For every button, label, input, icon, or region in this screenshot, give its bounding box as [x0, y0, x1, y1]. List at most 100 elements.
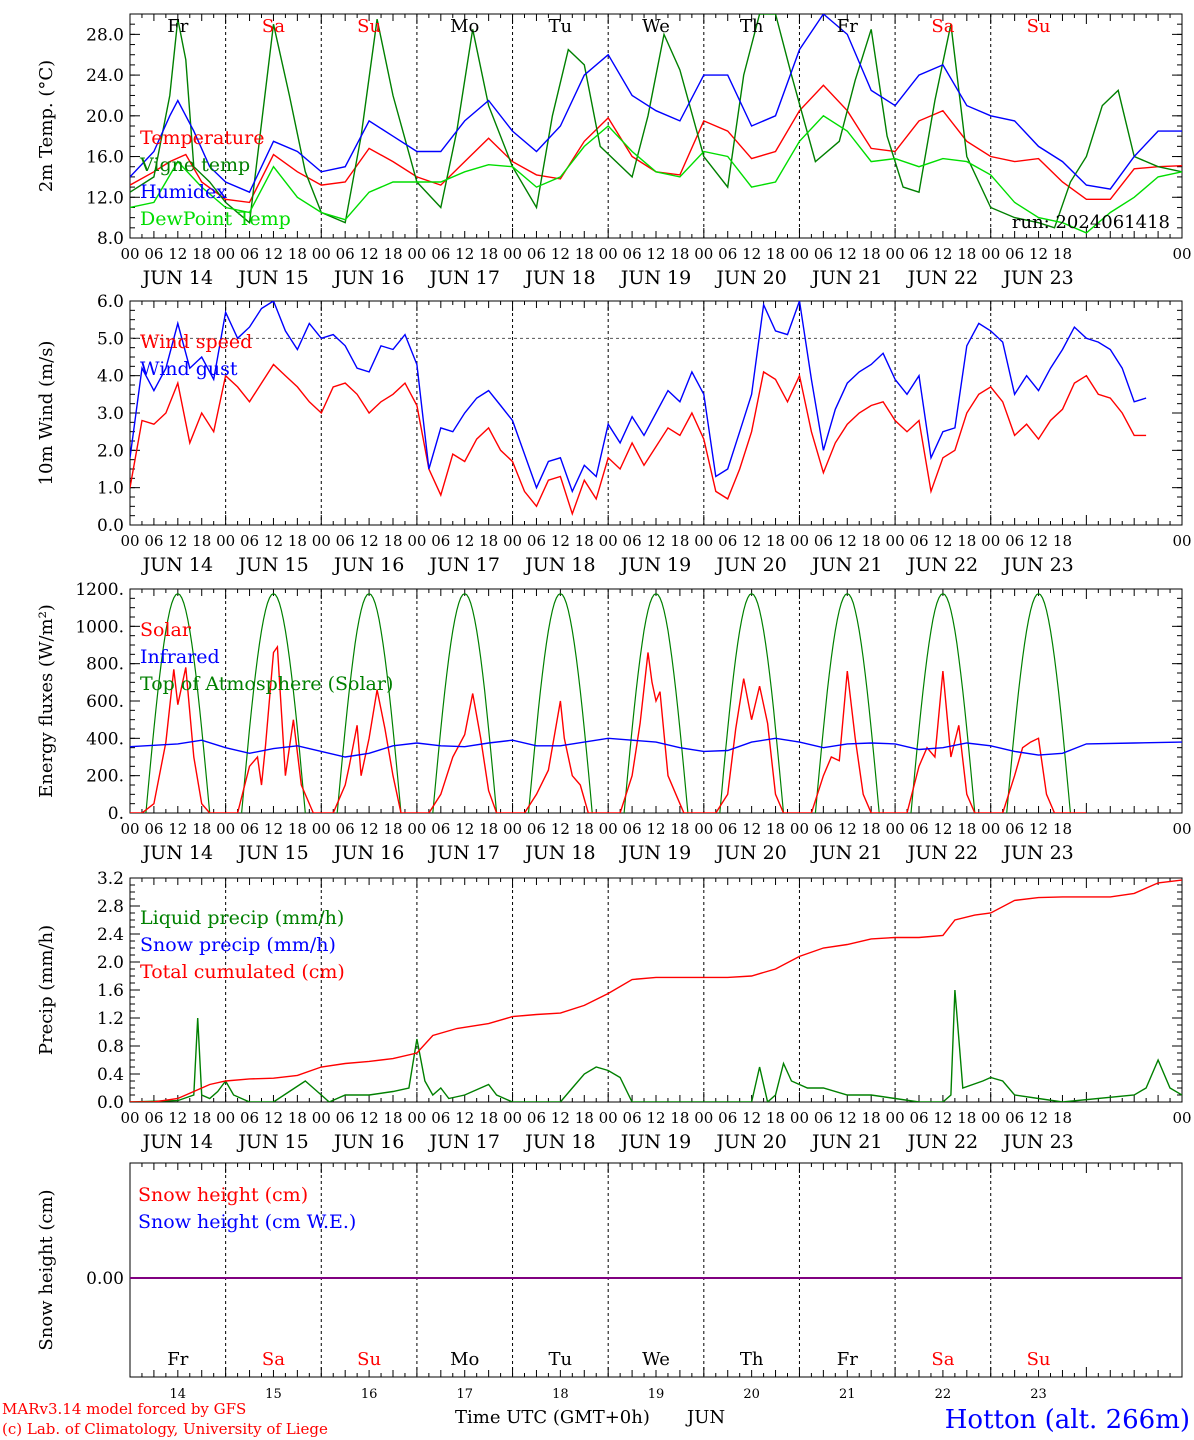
hour-tick-label: 06	[240, 532, 259, 550]
series-temperature	[130, 84, 1182, 204]
hour-tick-label: 06	[336, 532, 355, 550]
hour-tick-label: 12	[455, 245, 474, 263]
hour-tick-label: 06	[144, 1109, 163, 1127]
hour-tick-label: 06	[718, 820, 737, 838]
legend-entry: Wind gust	[140, 358, 238, 380]
hour-tick-label: 18	[192, 245, 211, 263]
day-number: 18	[552, 1387, 569, 1402]
day-name: Fr	[167, 1349, 188, 1370]
hour-tick-label: 18	[957, 1109, 976, 1127]
y-tick-label: 3.2	[97, 869, 124, 889]
day-name: Tu	[549, 1349, 573, 1370]
hour-tick-label: 00	[503, 245, 522, 263]
day-name: Fr	[837, 1349, 858, 1370]
series-group	[130, 301, 1147, 516]
y-tick-label: 4.0	[97, 367, 124, 387]
date-label: JUN 20	[714, 1131, 786, 1153]
hour-tick-label: 06	[431, 1109, 450, 1127]
hour-tick-label: 12	[168, 820, 187, 838]
hour-tick-label: 06	[144, 245, 163, 263]
y-tick-label: 2.0	[97, 953, 124, 973]
day-name: Fr	[837, 16, 858, 37]
hour-tick-label: 00	[790, 1109, 809, 1127]
y-tick-label: 0.	[108, 804, 124, 824]
hour-tick-label: 18	[575, 532, 594, 550]
day-number: 23	[1030, 1387, 1047, 1402]
hour-tick-label: 06	[240, 1109, 259, 1127]
hour-tick-label: 06	[527, 1109, 546, 1127]
hour-tick-label: 18	[479, 820, 498, 838]
day-number: 20	[743, 1387, 760, 1402]
date-label: JUN 16	[332, 842, 404, 864]
date-label: JUN 17	[427, 1131, 499, 1153]
date-label: JUN 18	[523, 267, 595, 289]
y-axis-title: 10m Wind (m/s)	[36, 341, 57, 486]
hour-tick-label: 18	[383, 1109, 402, 1127]
legend-entry: Liquid precip (mm/h)	[140, 907, 344, 929]
hour-tick-label: 18	[862, 532, 881, 550]
y-axis-title: Snow height (cm)	[36, 1189, 57, 1350]
panels: 8.0 12.0 16.0 20.0 24.0 28.0 2m Temp. (°C) Temp…	[36, 13, 1192, 1402]
hour-tick-label: 00	[216, 820, 235, 838]
hour-tick-label: 18	[670, 1109, 689, 1127]
day-name: Su	[1027, 1349, 1051, 1370]
hour-tick-label: 00	[694, 820, 713, 838]
y-tick-label: 1.2	[97, 1009, 124, 1029]
hour-tick-label: 18	[479, 1109, 498, 1127]
hour-tick-label: 18	[957, 532, 976, 550]
y-tick-label: 20.0	[86, 107, 124, 127]
y-tick-label: 400.	[86, 729, 124, 749]
y-tick-label: 5.0	[97, 329, 124, 349]
series-wind-gust	[130, 301, 1147, 494]
hour-tick-label: 12	[742, 820, 761, 838]
hour-tick-label: 06	[623, 1109, 642, 1127]
y-tick-label: 8.0	[97, 229, 124, 249]
hour-tick-label: 06	[336, 1109, 355, 1127]
legend-entry: Snow height (cm W.E.)	[138, 1211, 356, 1233]
hour-tick-label: 12	[551, 820, 570, 838]
date-label: JUN 21	[810, 842, 882, 864]
hour-tick-label: 00	[216, 245, 235, 263]
date-label: JUN 23	[1001, 842, 1073, 864]
hour-tick-label: 18	[575, 1109, 594, 1127]
hour-tick-label: 06	[431, 532, 450, 550]
hour-tick-label: 18	[1053, 245, 1072, 263]
day-name: Su	[1027, 16, 1051, 37]
hour-tick-label: 00	[120, 1109, 139, 1127]
hour-tick-label: 12	[360, 1109, 379, 1127]
y-tick-label: 24.0	[86, 66, 124, 86]
hour-tick-label: 06	[431, 820, 450, 838]
hour-tick-label: 18	[1053, 532, 1072, 550]
hour-tick-label: 12	[551, 1109, 570, 1127]
hour-tick-label: 18	[766, 532, 785, 550]
hour-tick-label: 06	[909, 245, 928, 263]
hour-tick-label: 06	[814, 245, 833, 263]
hour-tick-label: 12	[264, 820, 283, 838]
y-tick-label: 0.8	[97, 1037, 124, 1057]
hour-tick-label: 00	[981, 1109, 1000, 1127]
hour-tick-label: 12	[838, 245, 857, 263]
hour-tick-label: 18	[288, 245, 307, 263]
y-tick-label: 1.6	[97, 981, 124, 1001]
toa-solar-curve	[145, 593, 211, 813]
hour-tick-label: 06	[527, 532, 546, 550]
hour-tick-label: 12	[646, 245, 665, 263]
date-label: JUN 23	[1001, 1131, 1073, 1153]
y-tick-label: 12.0	[86, 188, 124, 208]
date-label: JUN 19	[619, 842, 691, 864]
day-name: Su	[357, 1349, 381, 1370]
hour-tick-label: 00	[1172, 1109, 1191, 1127]
hour-tick-label: 12	[264, 245, 283, 263]
hour-tick-label: 12	[933, 245, 952, 263]
legend-entry: Snow height (cm)	[138, 1184, 308, 1206]
y-tick-label: 3.0	[97, 404, 124, 424]
day-name: We	[642, 1349, 670, 1370]
date-label: JUN 17	[427, 554, 499, 576]
date-label: JUN 22	[906, 842, 978, 864]
hour-tick-label: 06	[623, 820, 642, 838]
hour-tick-label: 18	[1053, 1109, 1072, 1127]
hour-tick-label: 00	[407, 820, 426, 838]
hour-tick-label: 12	[838, 532, 857, 550]
legend-entry: Total cumulated (cm)	[140, 961, 345, 983]
hour-tick-label: 00	[407, 245, 426, 263]
